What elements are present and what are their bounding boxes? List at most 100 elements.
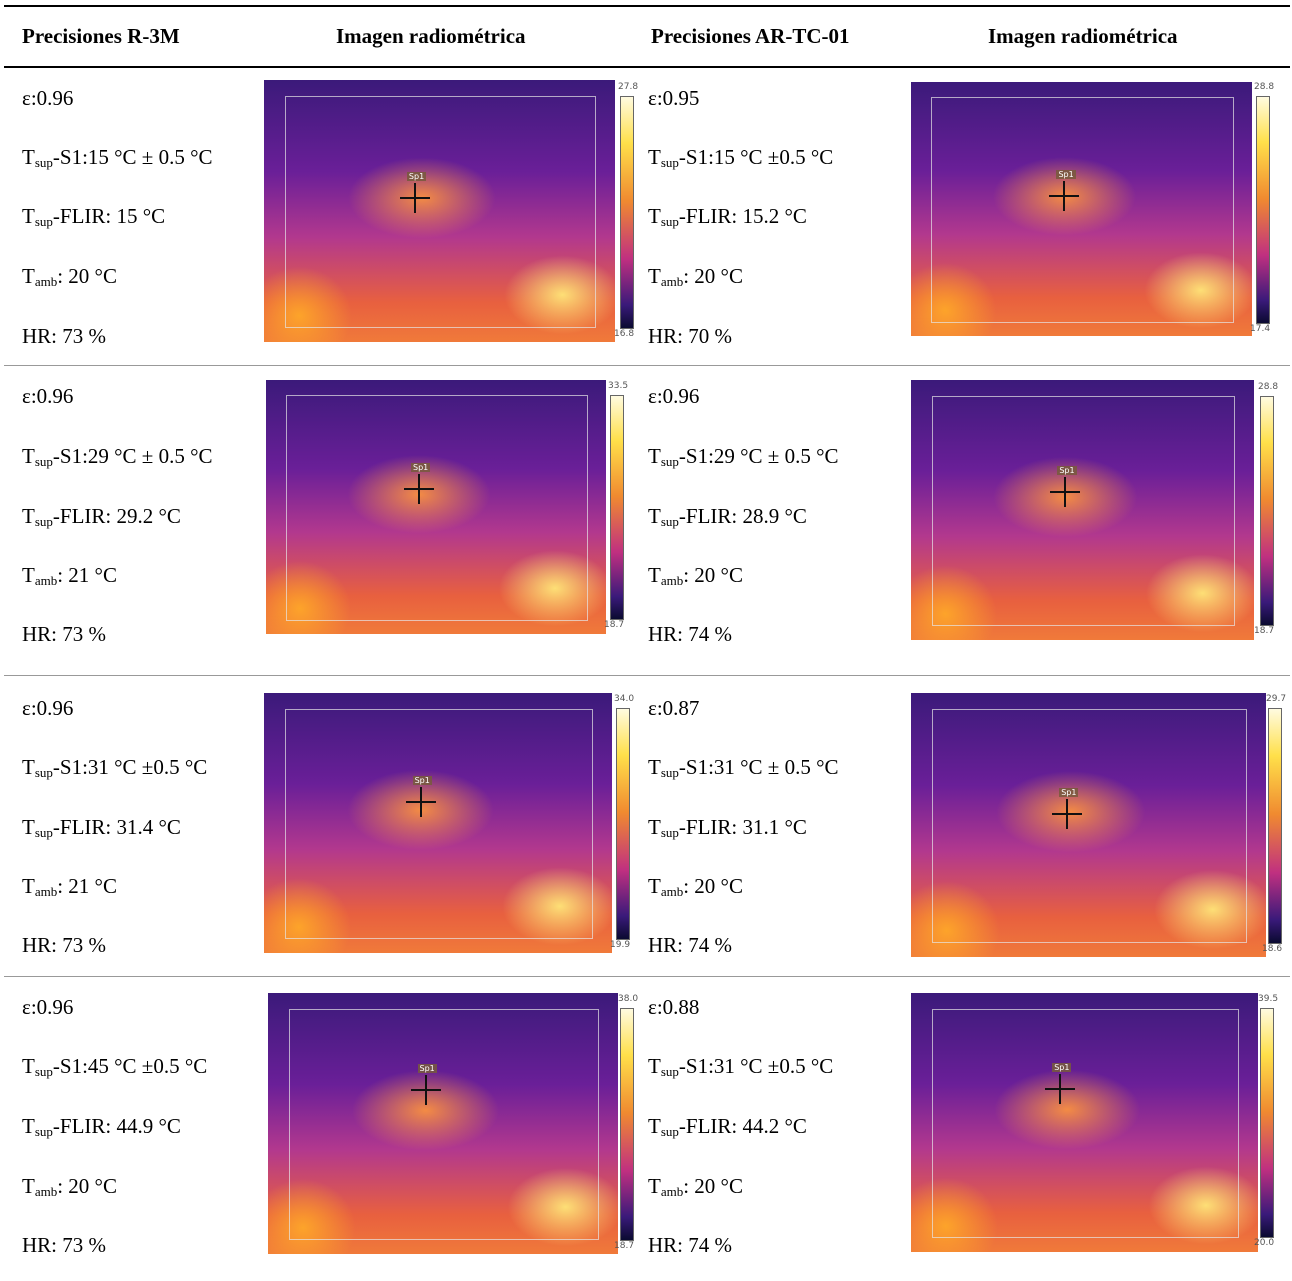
subscript: sup xyxy=(34,514,53,529)
precision-line: Tsup-S1:31 °C ±0.5 °C xyxy=(648,1054,833,1084)
scale-min: 16.8 xyxy=(614,329,635,339)
symbol: T xyxy=(22,204,35,228)
precision-line: Tsup-S1:15 °C ±0.5 °C xyxy=(648,145,833,175)
precision-line: Tamb: 20 °C xyxy=(22,264,117,294)
precision-line: HR: 73 % xyxy=(22,1233,106,1257)
precision-line: HR: 74 % xyxy=(648,933,732,957)
scale-min: 18.7 xyxy=(1254,626,1275,636)
line-text: ε:0.96 xyxy=(648,384,700,408)
line-text: -S1:31 °C ± 0.5 °C xyxy=(678,755,839,779)
symbol: T xyxy=(648,1174,661,1198)
precision-line: Tsup-S1:15 °C ± 0.5 °C xyxy=(22,145,212,175)
line-text: ε:0.87 xyxy=(648,696,700,720)
scale-max: 28.8 xyxy=(1258,382,1279,392)
line-text: ε:0.96 xyxy=(22,384,74,408)
crosshair xyxy=(399,182,430,213)
line-text: -S1:31 °C ±0.5 °C xyxy=(52,755,208,779)
precision-line: Tsup-S1:31 °C ±0.5 °C xyxy=(22,755,207,785)
crosshair xyxy=(1045,1073,1076,1104)
radiometric-image: Sp1 xyxy=(268,993,618,1254)
scale-min: 19.9 xyxy=(610,940,631,950)
spot-label: Sp1 xyxy=(1056,170,1076,180)
color-scale xyxy=(1260,1008,1274,1238)
line-text: HR: 73 % xyxy=(22,933,106,957)
precision-line: Tsup-S1:31 °C ± 0.5 °C xyxy=(648,755,838,785)
line-text: -S1:29 °C ± 0.5 °C xyxy=(52,444,213,468)
symbol: T xyxy=(22,1054,35,1078)
symbol: T xyxy=(648,1114,661,1138)
subscript: amb xyxy=(34,573,58,588)
precision-line: ε:0.88 xyxy=(648,995,699,1019)
precision-line: Tsup-FLIR: 15 °C xyxy=(22,204,165,234)
line-text: HR: 74 % xyxy=(648,622,732,646)
precision-line: Tsup-S1:45 °C ±0.5 °C xyxy=(22,1054,207,1084)
line-text: -S1:29 °C ± 0.5 °C xyxy=(678,444,839,468)
measure-box xyxy=(931,97,1234,323)
line-text: -FLIR: 31.1 °C xyxy=(678,815,807,839)
line-text: -FLIR: 28.9 °C xyxy=(678,504,807,528)
column-header: Precisiones AR-TC-01 xyxy=(651,24,850,48)
scale-max: 39.5 xyxy=(1258,994,1279,1004)
crosshair xyxy=(1049,181,1080,212)
scale-min: 18.7 xyxy=(604,620,625,630)
subscript: sup xyxy=(660,155,679,170)
subscript: sup xyxy=(660,1064,679,1079)
line-text: -FLIR: 15.2 °C xyxy=(678,204,807,228)
precision-line: Tamb: 20 °C xyxy=(648,563,743,593)
symbol: T xyxy=(22,264,35,288)
precision-line: HR: 74 % xyxy=(648,1233,732,1257)
symbol: T xyxy=(648,444,661,468)
precision-line: Tamb: 20 °C xyxy=(22,1174,117,1204)
symbol: T xyxy=(22,874,35,898)
symbol: T xyxy=(648,1054,661,1078)
subscript: sup xyxy=(34,1124,53,1139)
precision-line: Tamb: 20 °C xyxy=(648,264,743,294)
line-text: : 20 °C xyxy=(683,874,743,898)
measure-box xyxy=(931,1008,1240,1239)
measure-box xyxy=(286,395,588,621)
symbol: T xyxy=(648,264,661,288)
line-text: : 21 °C xyxy=(57,874,117,898)
symbol: T xyxy=(648,755,661,779)
line-text: -FLIR: 31.4 °C xyxy=(52,815,181,839)
radiometric-image: Sp1 xyxy=(266,380,606,634)
precision-line: Tsup-FLIR: 29.2 °C xyxy=(22,504,181,534)
subscript: amb xyxy=(660,274,684,289)
top-rule xyxy=(4,5,1290,7)
line-text: HR: 74 % xyxy=(648,933,732,957)
scale-max: 27.8 xyxy=(618,82,639,92)
color-scale xyxy=(1260,396,1274,626)
line-text: HR: 74 % xyxy=(648,1233,732,1257)
measure-box xyxy=(285,95,596,329)
line-text: HR: 73 % xyxy=(22,324,106,348)
symbol: T xyxy=(22,1174,35,1198)
scale-max: 33.5 xyxy=(608,381,629,391)
measure-box xyxy=(284,708,594,940)
precision-line: ε:0.96 xyxy=(22,696,73,720)
column-header: Precisiones R-3M xyxy=(22,24,180,48)
symbol: T xyxy=(648,504,661,528)
spot-label: Sp1 xyxy=(1057,465,1077,475)
precision-line: Tamb: 20 °C xyxy=(648,874,743,904)
precision-line: Tsup-FLIR: 31.1 °C xyxy=(648,815,807,845)
symbol: T xyxy=(648,145,661,169)
line-text: : 20 °C xyxy=(683,1174,743,1198)
precision-line: HR: 73 % xyxy=(22,933,106,957)
precision-line: Tsup-FLIR: 15.2 °C xyxy=(648,204,807,234)
precision-line: Tsup-FLIR: 44.2 °C xyxy=(648,1114,807,1144)
row-separator xyxy=(4,675,1290,676)
subscript: sup xyxy=(34,155,53,170)
subscript: sup xyxy=(34,825,53,840)
crosshair xyxy=(410,1074,441,1105)
precision-line: ε:0.87 xyxy=(648,696,699,720)
spot-label: Sp1 xyxy=(1059,788,1079,798)
scale-min: 18.6 xyxy=(1262,944,1283,954)
precision-line: HR: 73 % xyxy=(22,622,106,646)
color-scale xyxy=(616,708,630,940)
radiometric-image: Sp1 xyxy=(264,80,615,342)
line-text: HR: 70 % xyxy=(648,324,732,348)
scale-max: 28.8 xyxy=(1254,82,1275,92)
color-scale xyxy=(620,1008,634,1241)
line-text: ε:0.88 xyxy=(648,995,700,1019)
subscript: sup xyxy=(660,825,679,840)
